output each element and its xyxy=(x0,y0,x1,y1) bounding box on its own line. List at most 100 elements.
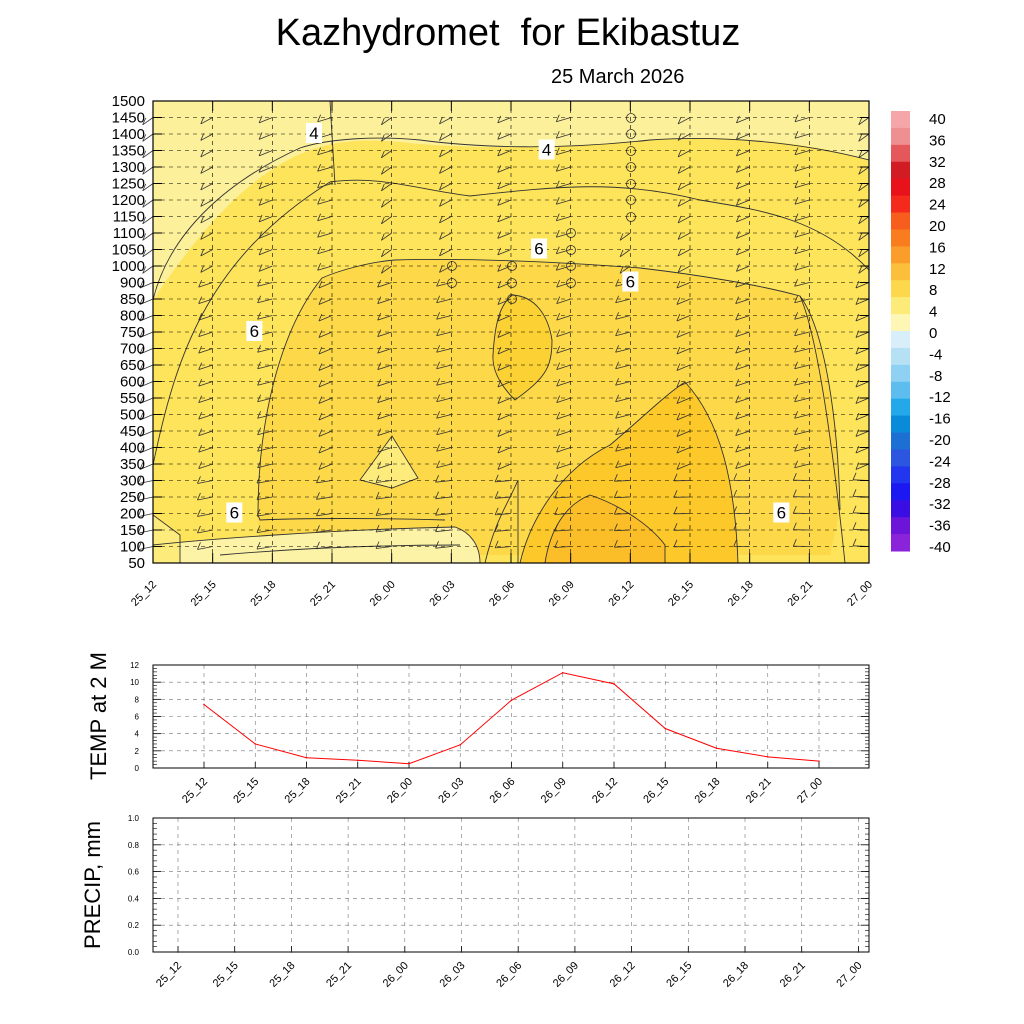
wind-barb-feather xyxy=(257,460,261,468)
wind-barb-feather xyxy=(436,361,440,369)
wind-barb-feather xyxy=(556,362,561,370)
wind-barb xyxy=(139,430,154,437)
cross-section-panel: 5010015020025030035040045050055060065070… xyxy=(112,93,875,609)
wind-barb xyxy=(676,298,691,305)
temperature-panel: 0 2 4 6 8 10 12 25_12 25_15 25_18 25_21 26_00 26_03… xyxy=(86,652,870,806)
temperature-x-axis: 25_12 25_15 25_18 25_21 26_00 26_03 26_06 26_09… xyxy=(180,762,825,806)
x-tick-label: 26_18 xyxy=(693,776,723,806)
warm-core-1 xyxy=(492,295,552,400)
wind-barb xyxy=(556,397,571,404)
wind-barb xyxy=(318,430,333,437)
wind-barb-feather xyxy=(556,312,561,321)
wind-barb xyxy=(677,166,691,174)
wind-barb-feather xyxy=(497,330,502,338)
colorbar-swatch xyxy=(891,111,910,129)
wind-barb-feather xyxy=(614,540,618,548)
wind-barb-feather xyxy=(198,329,203,337)
wind-barb-feather xyxy=(198,395,203,403)
wind-barb-feather xyxy=(198,444,203,453)
wind-barb xyxy=(381,150,392,159)
wind-barb-feather xyxy=(735,411,740,420)
wind-barb xyxy=(436,430,452,436)
wind-barb-feather xyxy=(614,523,618,531)
wind-barb xyxy=(676,430,691,437)
y-tick-label: 1100 xyxy=(113,225,145,242)
wind-barb xyxy=(139,397,154,404)
wind-barb xyxy=(435,529,452,533)
wind-barb-feather xyxy=(794,361,798,369)
wind-barb xyxy=(497,364,512,371)
wind-barb xyxy=(137,513,154,518)
wind-barb-feather xyxy=(852,505,857,513)
wind-barb-feather xyxy=(676,412,681,421)
lower-left-corner xyxy=(153,515,180,563)
contour-line xyxy=(544,494,666,563)
wind-barb-feather xyxy=(139,346,144,355)
wind-barb xyxy=(258,183,273,190)
wind-barb-feather xyxy=(736,264,740,272)
wind-barb xyxy=(497,166,512,173)
wind-barb-feather xyxy=(381,266,385,274)
wind-barb xyxy=(139,282,154,289)
contour-label-box xyxy=(246,321,263,341)
wind-barb-feather xyxy=(435,508,439,516)
wind-barb-feather xyxy=(377,345,382,354)
wind-barb xyxy=(139,315,154,322)
colorbar-label: -4 xyxy=(929,346,942,363)
data-point xyxy=(664,727,667,730)
wind-barb-feather xyxy=(375,491,380,500)
wind-barb-feather xyxy=(858,150,863,159)
x-tick-label: 25_21 xyxy=(308,579,338,609)
contour-line xyxy=(799,295,846,563)
wind-barb-feather xyxy=(855,297,860,305)
wind-barb xyxy=(495,513,512,516)
wind-barb-feather xyxy=(375,541,380,549)
wind-barb-feather xyxy=(792,473,797,481)
data-point xyxy=(510,699,513,701)
wind-barb xyxy=(257,298,273,304)
wind-barb xyxy=(381,249,392,258)
wind-barb-feather xyxy=(794,345,798,353)
contour-label-box xyxy=(538,139,555,160)
wind-barb xyxy=(556,232,571,238)
precip-x-axis: 25_12 25_15 25_18 25_21 26_00 26_03 26_06 26_09… xyxy=(154,946,865,990)
wind-barb xyxy=(495,529,512,532)
wind-barb-feather xyxy=(673,506,678,514)
wind-barb-feather xyxy=(794,246,799,254)
wind-barb-feather xyxy=(198,378,203,387)
wind-barb xyxy=(495,480,512,483)
y-tick-label: 150 xyxy=(120,522,145,539)
wind-barb-feather xyxy=(733,539,738,547)
wind-barb-feather xyxy=(142,134,147,142)
wind-barb xyxy=(142,265,154,274)
wind-barb xyxy=(198,463,213,470)
x-tick-label: 26_03 xyxy=(438,960,468,990)
x-tick-label: 25_15 xyxy=(231,776,261,806)
wind-barb xyxy=(556,315,571,321)
contour-labels: 4 4 6 6 6 6 6 xyxy=(226,123,790,523)
wind-barb xyxy=(615,397,631,403)
wind-barb xyxy=(142,150,154,159)
temperature-frame xyxy=(152,664,870,769)
wind-barb-feather xyxy=(733,522,738,531)
wind-barb xyxy=(556,249,571,255)
wind-barb-feather xyxy=(497,445,502,454)
wind-barb xyxy=(439,117,452,125)
wind-barb xyxy=(736,249,750,256)
wind-barb xyxy=(137,529,154,534)
wind-barb xyxy=(794,150,810,156)
wind-barb xyxy=(735,315,750,321)
wind-barb xyxy=(142,249,154,258)
y-tick-label: 600 xyxy=(120,374,145,391)
wind-barb-feather xyxy=(258,264,263,272)
wind-barb xyxy=(736,150,750,157)
wind-barb xyxy=(497,430,512,437)
wind-barb xyxy=(137,546,154,551)
wind-barb xyxy=(855,381,870,388)
wind-barb xyxy=(858,166,870,175)
wind-barb xyxy=(257,463,273,469)
wind-barb xyxy=(614,513,631,515)
wind-barb-feather xyxy=(676,297,681,305)
wind-barb xyxy=(677,183,691,191)
y-tick-label: 8 xyxy=(135,695,140,704)
